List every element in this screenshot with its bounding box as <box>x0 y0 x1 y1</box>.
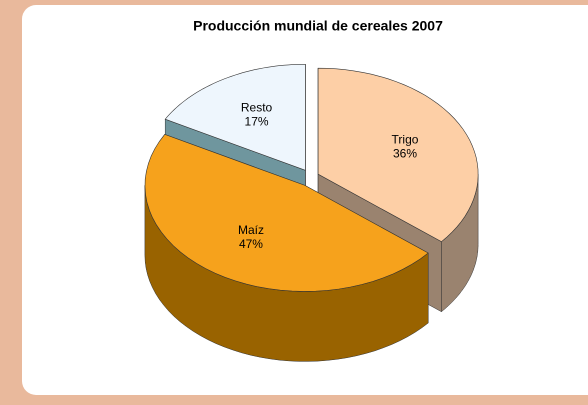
chart-title: Producción mundial de cereales 2007 <box>193 18 443 34</box>
pie-tops <box>144 64 479 292</box>
slice-label: Resto <box>241 101 273 115</box>
slice-value-label: 17% <box>245 115 269 129</box>
slice-label: Maíz <box>238 223 264 237</box>
slice <box>317 67 479 243</box>
slice <box>144 134 429 292</box>
slice-value-label: 36% <box>393 146 417 160</box>
slice-value-label: 47% <box>239 237 263 251</box>
slice-label: Trigo <box>392 132 419 146</box>
slice <box>164 64 306 171</box>
